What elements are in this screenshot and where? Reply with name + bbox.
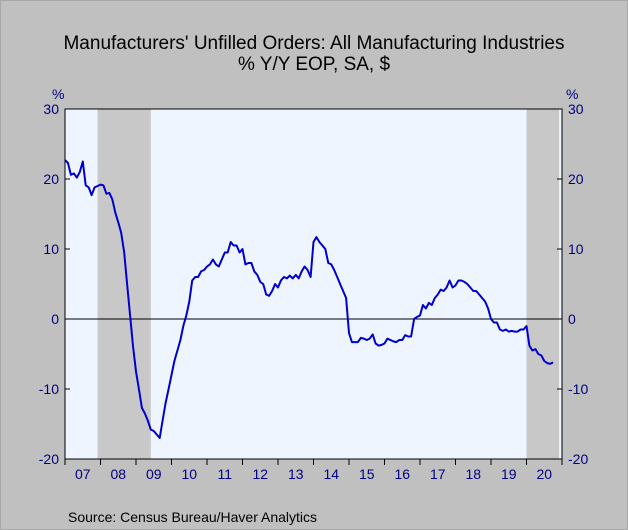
x-tick-label: 15 xyxy=(359,466,375,482)
y-tick-label-right: 10 xyxy=(568,241,584,257)
x-tick-label: 14 xyxy=(323,466,339,482)
x-tick-label: 08 xyxy=(110,466,126,482)
recession-band-2 xyxy=(526,109,560,459)
y-tick-label-right: -10 xyxy=(568,381,588,397)
right-unit-label: % xyxy=(566,86,578,102)
x-tick-label: 16 xyxy=(394,466,410,482)
x-tick-label: 07 xyxy=(75,466,91,482)
y-tick-label-left: 0 xyxy=(51,311,59,327)
x-tick-label: 12 xyxy=(252,466,268,482)
y-tick-label-left: 10 xyxy=(43,241,59,257)
unfilled-orders-line xyxy=(64,159,554,439)
source-note: Source: Census Bureau/Haver Analytics xyxy=(68,509,318,525)
y-tick-label-right: 30 xyxy=(568,101,584,117)
x-tick-label: 11 xyxy=(217,466,232,482)
y-tick-label-right: -20 xyxy=(568,451,588,467)
x-tick-label: 19 xyxy=(501,466,517,482)
x-tick-label: 09 xyxy=(146,466,162,482)
y-tick-label-right: 0 xyxy=(568,311,576,327)
x-tick-label: 18 xyxy=(465,466,481,482)
y-tick-label-left: -20 xyxy=(39,451,59,467)
y-tick-label-left: 30 xyxy=(43,101,59,117)
chart-title: Manufacturers' Unfilled Orders: All Manu… xyxy=(63,33,565,54)
left-unit-label: % xyxy=(52,86,64,102)
recession-band-1 xyxy=(97,109,151,459)
x-tick-label: 13 xyxy=(288,466,304,482)
y-tick-label-right: 20 xyxy=(568,171,584,187)
x-tick-label: 17 xyxy=(430,466,446,482)
x-tick-label: 10 xyxy=(181,466,197,482)
x-tick-label: 20 xyxy=(536,466,552,482)
y-tick-label-left: 20 xyxy=(43,171,59,187)
y-tick-label-left: -10 xyxy=(39,381,59,397)
chart-subtitle: % Y/Y EOP, SA, $ xyxy=(237,54,391,75)
